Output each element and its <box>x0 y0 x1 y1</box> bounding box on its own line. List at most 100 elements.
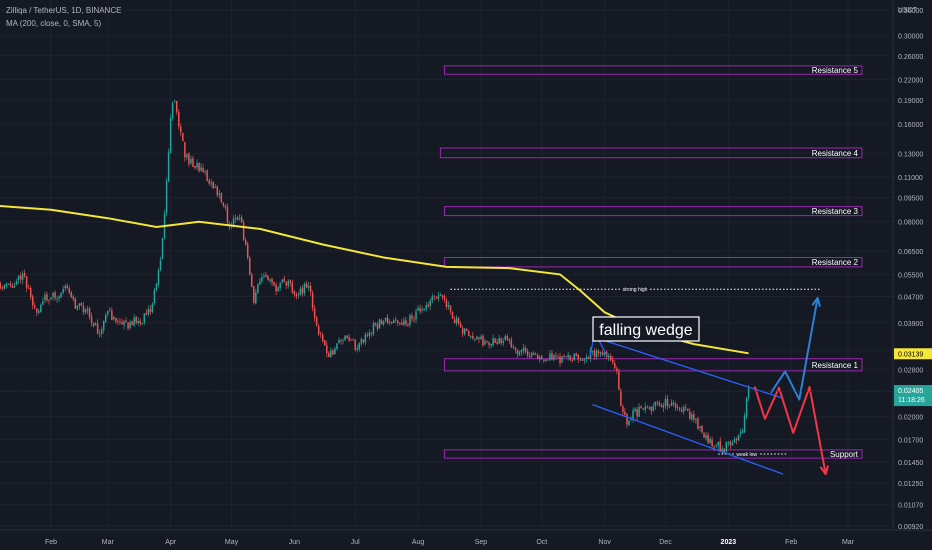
candle <box>21 270 24 285</box>
candle-body <box>699 426 701 428</box>
candle <box>642 408 644 411</box>
falling-wedge-box <box>592 316 700 342</box>
candle-body <box>551 352 553 360</box>
candle <box>593 348 596 360</box>
candle <box>735 437 738 445</box>
candle-body <box>697 418 699 429</box>
candle-body <box>301 287 304 294</box>
candle-body <box>484 341 486 345</box>
candle <box>350 338 352 341</box>
candle-body <box>246 243 249 258</box>
candle <box>322 332 324 343</box>
candle <box>253 285 255 305</box>
symbol-title[interactable]: Zilliqa / TetherUS, 1D, BINANCE <box>6 6 122 15</box>
candle-body <box>0 283 2 289</box>
candle-body <box>34 305 36 308</box>
candle-body <box>200 167 202 171</box>
candle-body <box>78 303 81 307</box>
candle <box>313 304 316 322</box>
candle-body <box>490 343 492 346</box>
candle <box>1 285 4 291</box>
candle-body <box>220 193 223 203</box>
candle-body <box>64 285 66 289</box>
y-tick-label: 0.26000 <box>898 54 923 61</box>
candle <box>386 313 389 325</box>
candle <box>601 349 604 356</box>
candle <box>84 307 87 315</box>
candle-body <box>137 321 139 323</box>
candle <box>248 255 251 276</box>
candle-body <box>232 218 235 225</box>
candle <box>358 342 361 352</box>
candle-body <box>11 285 14 288</box>
candle <box>607 353 610 362</box>
candle <box>143 313 146 325</box>
candle-body <box>307 285 310 288</box>
candle-body <box>595 350 598 357</box>
candle-body <box>289 280 292 283</box>
candle-body <box>311 292 314 308</box>
candle <box>346 335 348 339</box>
candle-body <box>384 318 387 321</box>
candle <box>309 282 312 296</box>
candle <box>672 400 675 407</box>
candle-body <box>48 300 50 302</box>
candle-body <box>731 443 734 446</box>
candle <box>352 338 354 341</box>
candle-body <box>149 309 152 313</box>
candle <box>64 283 66 292</box>
candle-body <box>520 349 523 353</box>
candle <box>399 322 401 326</box>
candle-body <box>626 414 628 425</box>
x-tick-label: Mar <box>102 539 115 546</box>
candle <box>384 317 387 323</box>
candle-body <box>208 180 210 184</box>
candle <box>388 319 391 326</box>
candle <box>285 280 287 289</box>
candle-body <box>127 322 129 329</box>
candle <box>210 179 212 188</box>
candle <box>163 209 166 240</box>
candle-body <box>84 309 87 313</box>
falling-wedge-label: falling wedge <box>592 316 700 342</box>
candle-body <box>330 350 332 358</box>
candle <box>733 436 736 443</box>
ma-value-label: 0.03139 <box>898 351 923 358</box>
candle-body <box>709 438 711 444</box>
candle <box>433 295 436 301</box>
indicator-title[interactable]: MA (200, close, 0, SMA, 5) <box>6 19 102 28</box>
candle-body <box>618 370 620 390</box>
candle <box>500 337 502 346</box>
candle <box>652 402 655 413</box>
y-tick-label: 0.06500 <box>898 249 923 256</box>
candle <box>19 272 22 284</box>
candle <box>133 313 135 327</box>
candle-body <box>687 408 689 411</box>
candle-body <box>346 335 348 339</box>
candle-body <box>573 353 575 361</box>
zone-resistance-2 <box>443 257 863 268</box>
candle-body <box>579 359 582 361</box>
candle-body <box>587 357 590 358</box>
candle-body <box>236 217 239 220</box>
candle <box>301 285 304 297</box>
candle <box>626 412 628 429</box>
candle <box>557 354 559 359</box>
candle <box>52 291 54 301</box>
candle-body <box>50 297 52 300</box>
candle <box>271 277 273 286</box>
candle <box>173 99 176 103</box>
y-tick-label: 0.00920 <box>898 524 923 531</box>
candle <box>668 403 671 408</box>
candle-body <box>561 356 563 363</box>
candle-body <box>413 319 415 321</box>
candle-body <box>370 332 373 334</box>
candle <box>549 349 551 361</box>
candle <box>518 350 521 357</box>
candle <box>48 299 50 305</box>
candle <box>208 178 210 186</box>
x-tick-label: Apr <box>165 539 177 546</box>
candle <box>178 109 180 130</box>
